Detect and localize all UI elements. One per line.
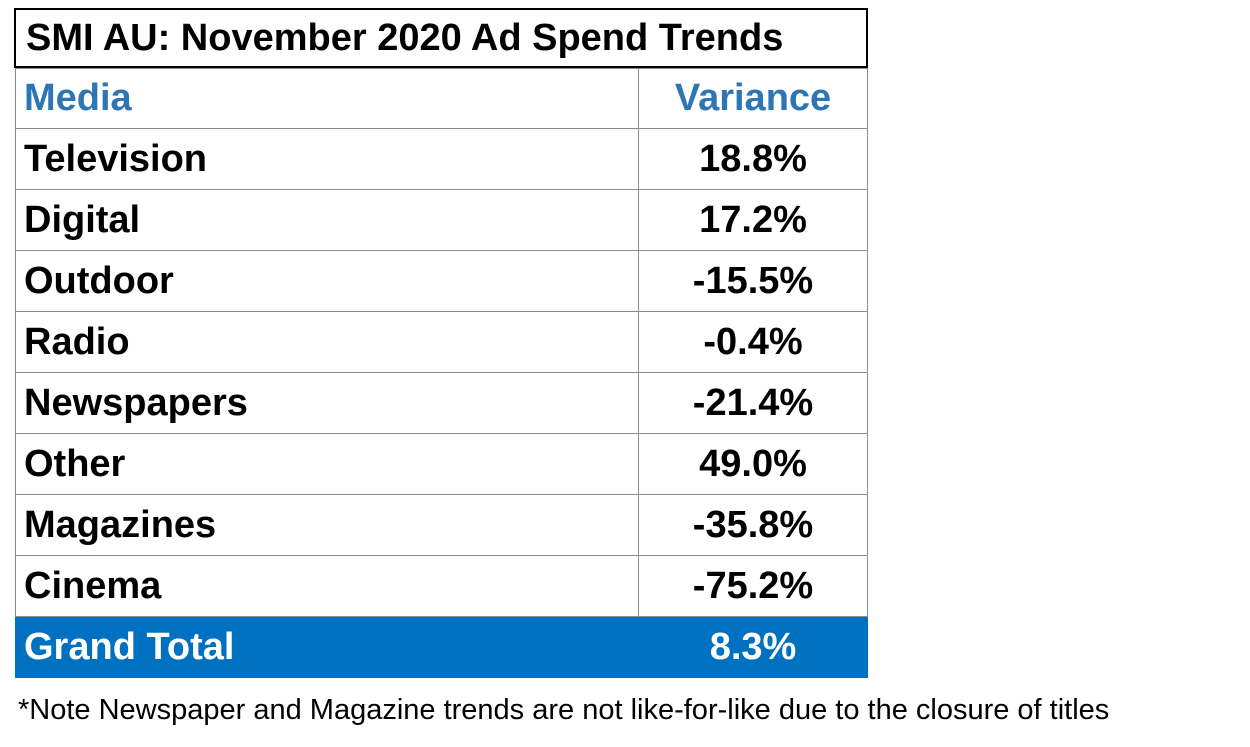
header-row: Media Variance <box>15 68 868 129</box>
table-row: Digital 17.2% <box>15 189 868 251</box>
grand-total-value: 8.3% <box>638 616 868 678</box>
variance-table: Media Variance Television 18.8% Digital … <box>15 68 868 678</box>
variance-cell: -75.2% <box>638 555 868 617</box>
media-cell: Television <box>15 128 639 190</box>
ad-spend-table: Media Variance Television 18.8% Digital … <box>15 68 868 678</box>
grand-total-row: Grand Total 8.3% <box>15 616 868 678</box>
table-row: Newspapers -21.4% <box>15 372 868 434</box>
media-cell: Radio <box>15 311 639 373</box>
variance-cell: 17.2% <box>638 189 868 251</box>
media-cell: Cinema <box>15 555 639 617</box>
variance-cell: -35.8% <box>638 494 868 556</box>
variance-cell: -15.5% <box>638 250 868 312</box>
table-title: SMI AU: November 2020 Ad Spend Trends <box>14 8 868 68</box>
table-row: Magazines -35.8% <box>15 494 868 556</box>
footnote: *Note Newspaper and Magazine trends are … <box>18 694 1110 726</box>
media-cell: Outdoor <box>15 250 639 312</box>
media-cell: Magazines <box>15 494 639 556</box>
variance-cell: 18.8% <box>638 128 868 190</box>
variance-cell: -21.4% <box>638 372 868 434</box>
header-variance: Variance <box>638 68 868 129</box>
media-cell: Digital <box>15 189 639 251</box>
table-row: Outdoor -15.5% <box>15 250 868 312</box>
variance-cell: -0.4% <box>638 311 868 373</box>
table-row: Television 18.8% <box>15 128 868 190</box>
header-media: Media <box>15 68 639 129</box>
grand-total-label: Grand Total <box>15 616 639 678</box>
table-row: Cinema -75.2% <box>15 555 868 617</box>
variance-cell: 49.0% <box>638 433 868 495</box>
table-row: Other 49.0% <box>15 433 868 495</box>
media-cell: Newspapers <box>15 372 639 434</box>
media-cell: Other <box>15 433 639 495</box>
table-row: Radio -0.4% <box>15 311 868 373</box>
